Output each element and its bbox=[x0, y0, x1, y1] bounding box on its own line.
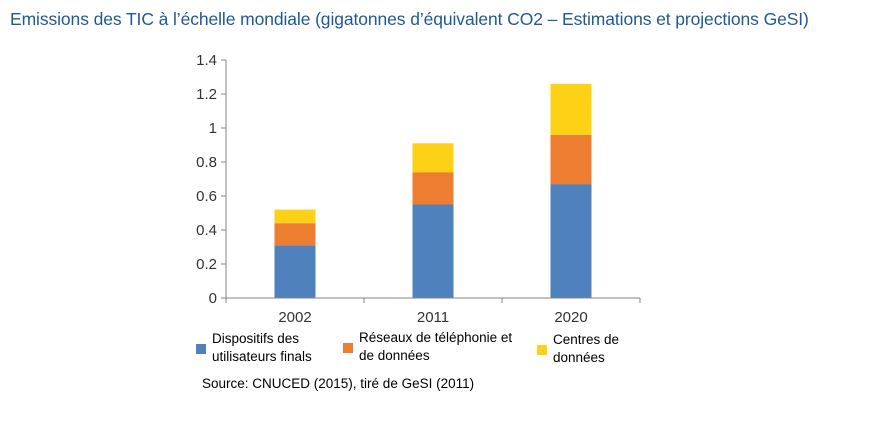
x-category-label: 2002 bbox=[278, 309, 311, 326]
x-category-label: 2020 bbox=[554, 309, 587, 326]
bar-segment-devices-2011 bbox=[412, 204, 454, 298]
legend-swatch-networks bbox=[343, 343, 353, 353]
legend-swatch-devices bbox=[196, 344, 206, 354]
legend-label-devices: Dispositifs des utilisateurs finals bbox=[212, 330, 312, 366]
legend-label-datacenters-line1: Centres de bbox=[553, 332, 620, 347]
y-tick-label: 0.6 bbox=[196, 188, 217, 205]
legend-label-devices-line2: utilisateurs finals bbox=[212, 349, 312, 364]
y-tick-label: 1 bbox=[209, 120, 217, 137]
bar-segment-networks-2020 bbox=[550, 134, 592, 185]
x-axis-ticks bbox=[225, 298, 641, 303]
bar-segment-datacenters-2020 bbox=[550, 83, 592, 135]
legend-item-networks: Réseaux de téléphonie et de données bbox=[343, 329, 512, 365]
bar-segment-networks-2011 bbox=[412, 172, 454, 205]
legend-label-networks: Réseaux de téléphonie et de données bbox=[359, 329, 512, 365]
y-tick-label: 1.2 bbox=[196, 86, 217, 103]
bar-segment-devices-2020 bbox=[550, 184, 592, 298]
y-tick-label: 1.4 bbox=[196, 52, 217, 69]
y-tick-label: 0.8 bbox=[196, 154, 217, 171]
bar-segment-datacenters-2011 bbox=[412, 143, 454, 173]
source-note: Source: CNUCED (2015), tiré de GeSI (201… bbox=[202, 376, 475, 391]
bar-segment-devices-2002 bbox=[274, 245, 316, 298]
legend-label-datacenters: Centres de données bbox=[553, 331, 619, 367]
legend-swatch-datacenters bbox=[537, 345, 547, 355]
x-category-label: 2011 bbox=[417, 309, 449, 326]
legend-label-networks-line2: de données bbox=[359, 348, 430, 363]
legend-item-datacenters: Centres de données bbox=[537, 331, 619, 367]
bar-segment-networks-2002 bbox=[274, 223, 316, 246]
x-axis-labels: 2002 2011 2020 bbox=[278, 309, 587, 326]
chart-title: Emissions des TIC à l’échelle mondiale (… bbox=[10, 9, 809, 29]
bar-segment-datacenters-2002 bbox=[274, 209, 316, 224]
legend-label-datacenters-line2: données bbox=[553, 350, 605, 365]
y-axis-ticks: 0 0.2 0.4 0.6 0.8 1 1.2 1.4 bbox=[196, 52, 226, 307]
legend-item-devices: Dispositifs des utilisateurs finals bbox=[196, 330, 312, 366]
y-tick-label: 0.2 bbox=[196, 256, 217, 273]
legend-label-devices-line1: Dispositifs des bbox=[212, 331, 300, 346]
y-tick-label: 0.4 bbox=[196, 222, 217, 239]
legend-label-networks-line1: Réseaux de téléphonie et bbox=[359, 330, 513, 345]
y-tick-label: 0 bbox=[209, 290, 217, 307]
bars bbox=[274, 83, 592, 298]
